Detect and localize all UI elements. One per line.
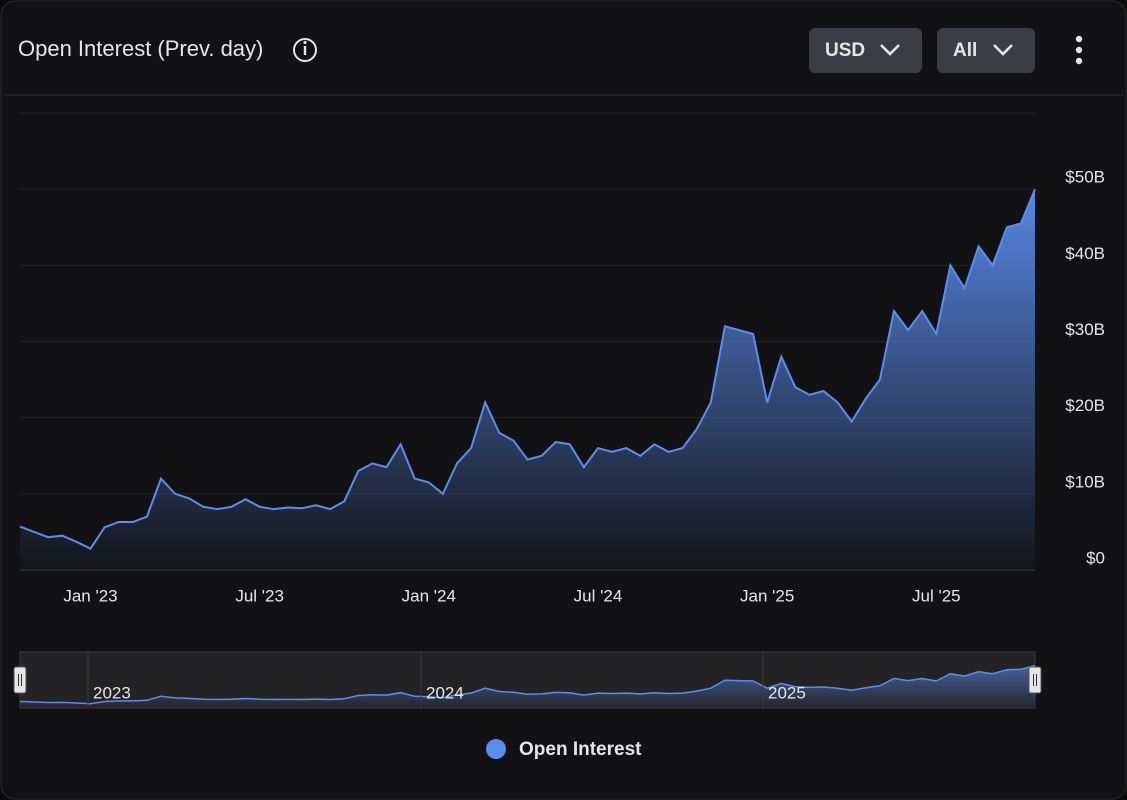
range-label: All [953,40,977,61]
navigator-label: 2025 [768,683,806,702]
navigator-label: 2023 [93,683,131,702]
x-tick-label: Jan '25 [740,586,794,605]
x-tick-label: Jul '23 [235,586,284,605]
currency-label: USD [825,40,865,61]
legend-label: Open Interest [519,739,642,760]
legend-swatch [486,739,506,759]
y-tick-label: $20B [1065,396,1105,415]
info-icon[interactable] [293,38,317,62]
navigator-fill [20,665,1035,706]
y-tick-label: $40B [1065,244,1105,263]
range-button[interactable]: All [937,28,1035,73]
navigator-handle-body [1028,666,1042,694]
area-line [19,188,1036,550]
y-tick-label: $50B [1065,168,1105,187]
y-tick-label: $10B [1065,472,1105,491]
y-tick-label: $30B [1065,320,1105,339]
navigator-line [19,664,1036,705]
navigator-handle[interactable] [13,666,27,694]
x-tick-label: Jan '23 [63,586,117,605]
legend: Open Interest [486,739,642,760]
x-tick-label: Jul '24 [574,586,623,605]
x-tick-label: Jul '25 [912,586,961,605]
navigator-handle-body [13,666,27,694]
menu-button[interactable] [1075,35,1083,65]
navigator-handle[interactable] [1028,666,1042,694]
navigator-label: 2024 [426,683,464,702]
title: Open Interest (Prev. day) [18,36,263,61]
x-tick-label: Jan '24 [402,586,456,605]
y-tick-label: $0 [1086,548,1105,567]
currency-button[interactable]: USD [809,28,922,73]
area-fill [20,189,1035,570]
